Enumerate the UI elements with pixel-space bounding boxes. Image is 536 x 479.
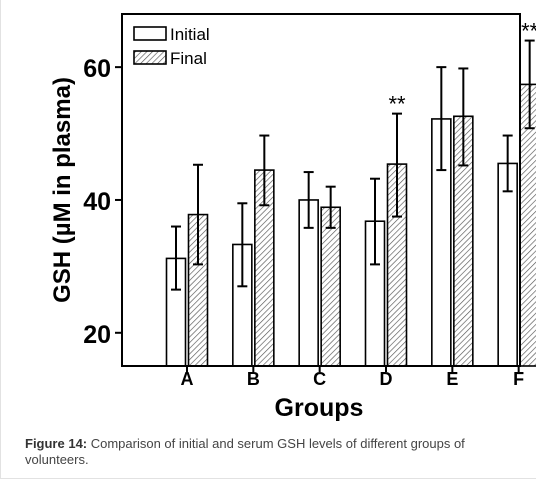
legend-swatch-open bbox=[133, 26, 167, 41]
figure-caption: Figure 14: Comparison of initial and ser… bbox=[25, 436, 530, 468]
gsh-bar-chart: ** ** 20 40 60 A B C D E F Groups GSH (µM in plasma)… bbox=[49, 13, 536, 422]
x-tick-label: E bbox=[446, 369, 458, 389]
caption-text: Comparison of initial and serum GSH leve… bbox=[25, 436, 465, 467]
x-tick-label: B bbox=[247, 369, 260, 389]
plot-frame bbox=[121, 13, 521, 367]
significance-marker: ** bbox=[521, 19, 536, 44]
bar-hatched-c bbox=[320, 206, 341, 367]
legend-label-open: Initial bbox=[170, 25, 210, 44]
y-tick-label: 40 bbox=[83, 188, 111, 216]
legend-label-hatched: Final bbox=[170, 49, 207, 68]
x-tick-label: D bbox=[380, 369, 393, 389]
legend-swatch-hatched bbox=[133, 50, 167, 65]
significance-marker: ** bbox=[388, 92, 406, 117]
y-tick-label: 60 bbox=[83, 55, 111, 83]
caption-label: Figure 14: bbox=[25, 436, 88, 451]
y-axis-title: GSH (µM in plasma) bbox=[49, 77, 76, 303]
x-tick-label: F bbox=[513, 369, 524, 389]
bar-hatched-f bbox=[519, 83, 536, 367]
x-tick-label: A bbox=[181, 369, 194, 389]
x-tick-label: C bbox=[313, 369, 326, 389]
y-tick-label: 20 bbox=[83, 321, 111, 349]
x-axis-title: Groups bbox=[275, 394, 364, 422]
bar-open-f bbox=[497, 162, 518, 367]
